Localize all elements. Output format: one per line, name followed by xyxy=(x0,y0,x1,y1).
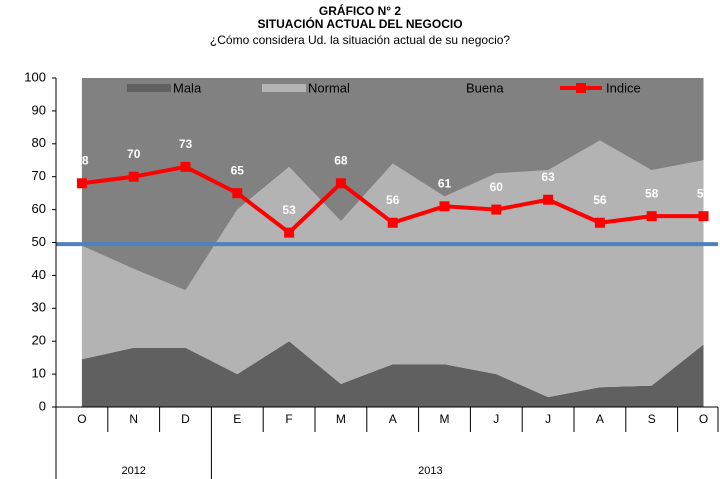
data-label: 56 xyxy=(593,193,607,207)
x-tick-label: O xyxy=(699,412,708,426)
data-label: 60 xyxy=(490,180,504,194)
index-marker xyxy=(698,211,709,222)
y-tick-label: 10 xyxy=(32,366,46,381)
data-label: 68 xyxy=(334,153,348,167)
index-marker xyxy=(387,217,398,228)
group-label: 2013 xyxy=(418,465,442,477)
x-tick-label: A xyxy=(596,412,604,426)
y-tick-label: 40 xyxy=(32,267,46,282)
data-label: 73 xyxy=(179,137,193,151)
index-marker xyxy=(232,188,243,199)
legend-label: Buena xyxy=(466,80,504,95)
x-tick-label: E xyxy=(233,412,241,426)
legend-marker xyxy=(576,83,586,93)
x-tick-label: A xyxy=(389,412,397,426)
x-tick-label: D xyxy=(181,412,190,426)
area xyxy=(81,78,704,291)
x-tick-label: F xyxy=(285,412,292,426)
data-label: 56 xyxy=(386,193,400,207)
x-tick-label: M xyxy=(336,412,346,426)
legend-swatch xyxy=(420,84,464,92)
x-tick-label: O xyxy=(77,412,86,426)
index-marker xyxy=(335,178,346,189)
data-label: 58 xyxy=(645,186,659,200)
index-marker xyxy=(646,211,657,222)
x-tick-label: J xyxy=(545,412,551,426)
y-tick-label: 90 xyxy=(32,102,46,117)
legend-label: Normal xyxy=(308,80,350,95)
data-label: 63 xyxy=(541,170,555,184)
index-marker xyxy=(439,201,450,212)
index-marker xyxy=(128,171,139,182)
index-marker xyxy=(543,194,554,205)
data-label: 68 xyxy=(75,153,89,167)
legend-swatch xyxy=(127,84,171,92)
index-marker xyxy=(284,227,295,238)
index-marker xyxy=(594,217,605,228)
data-label: 53 xyxy=(282,203,296,217)
data-label: 58 xyxy=(697,186,711,200)
area xyxy=(81,341,704,407)
y-tick-label: 0 xyxy=(39,398,46,413)
legend-swatch xyxy=(262,84,306,92)
y-tick-label: 30 xyxy=(32,300,46,315)
y-tick-label: 60 xyxy=(32,201,46,216)
chart-title: GRÁFICO N° 2 xyxy=(319,3,401,18)
x-tick-label: N xyxy=(129,412,138,426)
x-tick-label: J xyxy=(493,412,499,426)
data-label: 65 xyxy=(231,163,245,177)
data-label: 70 xyxy=(127,147,141,161)
y-tick-label: 50 xyxy=(32,234,46,249)
data-label: 61 xyxy=(438,176,452,190)
chart-question: ¿Cómo considera Ud. la situación actual … xyxy=(210,33,510,47)
y-tick-label: 20 xyxy=(32,333,46,348)
y-tick-label: 70 xyxy=(32,168,46,183)
index-marker xyxy=(491,204,502,215)
legend-label: Indice xyxy=(606,80,641,95)
y-tick-label: 100 xyxy=(24,69,46,84)
y-tick-label: 80 xyxy=(32,135,46,150)
chart-subtitle: SITUACIÓN ACTUAL DEL NEGOCIO xyxy=(257,16,462,31)
x-tick-label: S xyxy=(648,412,656,426)
legend-label: Mala xyxy=(173,80,202,95)
index-marker xyxy=(180,161,191,172)
group-label: 2012 xyxy=(121,465,145,477)
x-tick-label: M xyxy=(440,412,450,426)
index-marker xyxy=(76,178,87,189)
